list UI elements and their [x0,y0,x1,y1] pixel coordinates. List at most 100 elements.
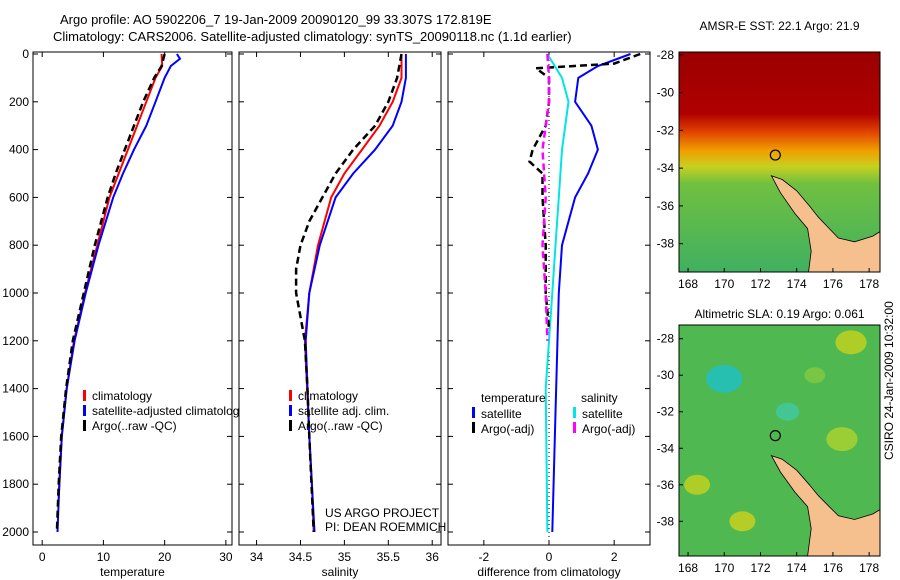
x-tick-label: -2 [479,550,490,564]
axes-box [447,51,651,546]
legend-label: Argo(-adj) [481,422,534,436]
axes-box [238,51,442,546]
legend-swatch [289,390,292,401]
y-tick-label: -36 [657,478,675,492]
legend-swatch [573,422,576,433]
y-tick-label: 0 [22,47,29,61]
map-box [678,324,881,557]
legend-swatch [573,407,576,418]
x-tick-label: 178 [859,561,879,575]
title-line-2: Climatology: CARS2006. Satellite-adjuste… [53,29,572,44]
map-panel-1: 168 170 172 174 176 178 -28 -30 -32 -34 -36 -38 AMSR… [657,19,881,291]
sla-anomaly-blob [684,474,711,495]
y-tick-label: -32 [657,405,675,419]
series-salinity-argo-adj- [541,53,551,341]
legend-label: satellite [481,407,522,421]
map-field [679,325,880,556]
y-tick-label: 1400 [2,382,29,396]
sla-anomaly-blob [706,364,743,393]
sla-anomaly-blob [835,330,867,355]
y-tick-label: -28 [657,48,675,62]
x-tick-label: 172 [750,277,770,291]
x-tick-label: 174 [787,277,807,291]
legend-label: Argo(..raw -QC) [298,419,383,433]
x-tick-label: 34 [250,550,264,564]
x-tick-label: 176 [823,561,843,575]
x-tick-label: 35 [338,550,352,564]
profile-panel-1: 0 10 20 30 0 200 400 600 800 1000 1200 1400 1600 1800… [2,47,245,579]
y-tick-label: -30 [657,368,675,382]
x-tick-label: 174 [787,561,807,575]
y-tick-label: 1200 [2,334,29,348]
x-tick-label: 0 [546,550,553,564]
legend-swatch [472,407,475,418]
y-tick-label: 400 [9,143,29,157]
x-axis-label: salinity [322,565,359,579]
legend-label: climatology [298,389,358,403]
legend-label: satellite [582,407,623,421]
legend-swatch [83,405,86,416]
map-title: Altimetric SLA: 0.19 Argo: 0.061 [694,307,864,321]
x-tick-label: 34.5 [289,550,313,564]
new-zealand-land [770,454,880,556]
legend-swatch [472,422,475,433]
legend-swatch [289,420,292,431]
legend-swatch [289,405,292,416]
profile-panel-2: 34 34.5 35 35.5 36 salinity climatologysatelli… [238,51,442,579]
y-tick-label: -38 [657,514,675,528]
series-argo-raw-qc- [55,53,166,533]
x-tick-label: 20 [158,550,172,564]
series-temperature-satellite [551,53,631,533]
legend-title-salinity: salinity [581,391,618,405]
x-tick-label: 172 [750,561,770,575]
y-tick-label: -32 [657,123,675,137]
y-tick-label: 1000 [2,286,29,300]
x-tick-label: 176 [823,277,843,291]
map-title: AMSR-E SST: 22.1 Argo: 21.9 [699,19,859,33]
y-tick-label: 800 [9,238,29,252]
legend-label: Argo(..raw -QC) [92,419,177,433]
map-panel-2: 168 170 172 174 176 178 -28 -30 -32 -34 -36 -38 Alti… [657,307,881,575]
profile-location-marker [769,430,781,442]
y-tick-label: -34 [657,441,675,455]
profile-location-marker [769,149,781,161]
sla-anomaly-blob [729,511,756,532]
y-tick-label: -34 [657,161,675,175]
x-tick-label: 30 [219,550,233,564]
legend-label: Argo(-adj) [582,422,635,436]
y-tick-label: 1600 [2,429,29,443]
axes-box [32,51,233,546]
y-tick-label: -28 [657,332,675,346]
series-temperature-argo-adj- [528,52,641,329]
map-field [679,52,880,272]
y-tick-label: 1800 [2,477,29,491]
x-tick-label: 36 [426,550,440,564]
x-axis-label: temperature [100,565,165,579]
difference-legend: temperature salinitysatelliteArgo(-adj)sa… [472,391,635,436]
sla-anomaly-blob [775,402,800,421]
legend-label: satellite-adjusted climatology [92,404,245,418]
sla-anomaly-blob [826,427,858,452]
project-line-2: PI: DEAN ROEMMICH [325,520,446,534]
legend-title-temperature: temperature [481,391,546,405]
x-tick-label: 168 [678,277,698,291]
legend-swatch [83,420,86,431]
x-tick-label: 178 [859,277,879,291]
y-tick-label: -30 [657,86,675,100]
y-tick-label: 200 [9,95,29,109]
x-tick-label: 10 [97,550,111,564]
x-tick-label: 170 [714,561,734,575]
y-tick-label: -36 [657,199,675,213]
map-box [678,51,881,273]
legend-swatch [83,390,86,401]
x-tick-label: 2 [611,550,618,564]
x-tick-label: 0 [39,550,46,564]
y-tick-label: -38 [657,237,675,251]
x-axis-label: difference from climatology [477,565,620,579]
sla-anomaly-blob [804,367,826,384]
title-line-1: Argo profile: AO 5902206_7 19-Jan-2009 2… [60,12,492,27]
